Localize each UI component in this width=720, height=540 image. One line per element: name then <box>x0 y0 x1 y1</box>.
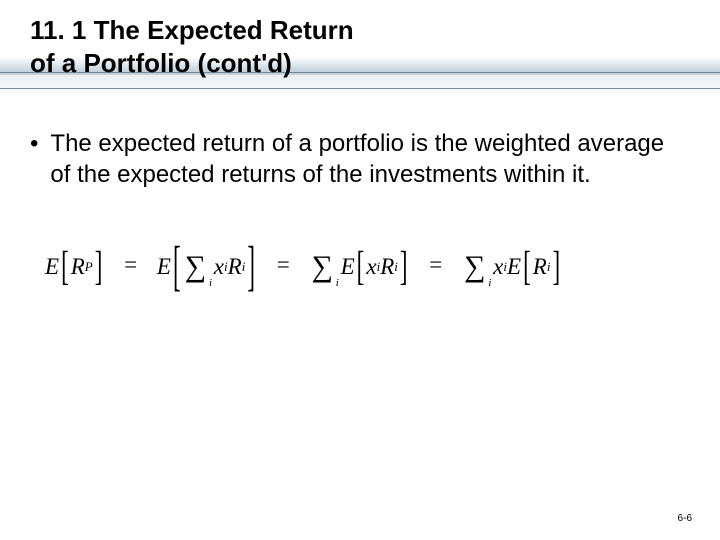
sigma-icon: ∑i <box>185 250 206 284</box>
eq-equals-1: = <box>124 252 137 277</box>
bullet-text: The expected return of a portfolio is th… <box>50 128 690 190</box>
slide-title: 11. 1 The Expected Return of a Portfolio… <box>30 14 354 79</box>
title-line-2: of a Portfolio (cont'd) <box>30 47 354 80</box>
header-rule-bottom <box>0 88 720 89</box>
equation: E[RP] = E[∑i xiRi] = ∑i E[xiRi] = ∑i xiE… <box>45 250 690 284</box>
eq-equals-2: = <box>277 252 290 277</box>
sigma-icon: ∑i <box>464 250 485 284</box>
eq-equals-3: = <box>429 252 442 277</box>
eq-term-2: ∑i E[xiRi] <box>309 250 409 284</box>
sigma-icon: ∑i <box>311 250 332 284</box>
bullet-item: • The expected return of a portfolio is … <box>30 128 690 190</box>
bullet-marker: • <box>30 130 38 158</box>
eq-term-3: ∑i xiE[Ri] <box>462 250 562 284</box>
eq-lhs: E[RP] <box>45 254 104 280</box>
eq-term-1: E[∑i xiRi] <box>157 250 257 284</box>
body-content: • The expected return of a portfolio is … <box>30 128 690 190</box>
page-number: 6-6 <box>678 513 692 524</box>
title-line-1: 11. 1 The Expected Return <box>30 14 354 47</box>
